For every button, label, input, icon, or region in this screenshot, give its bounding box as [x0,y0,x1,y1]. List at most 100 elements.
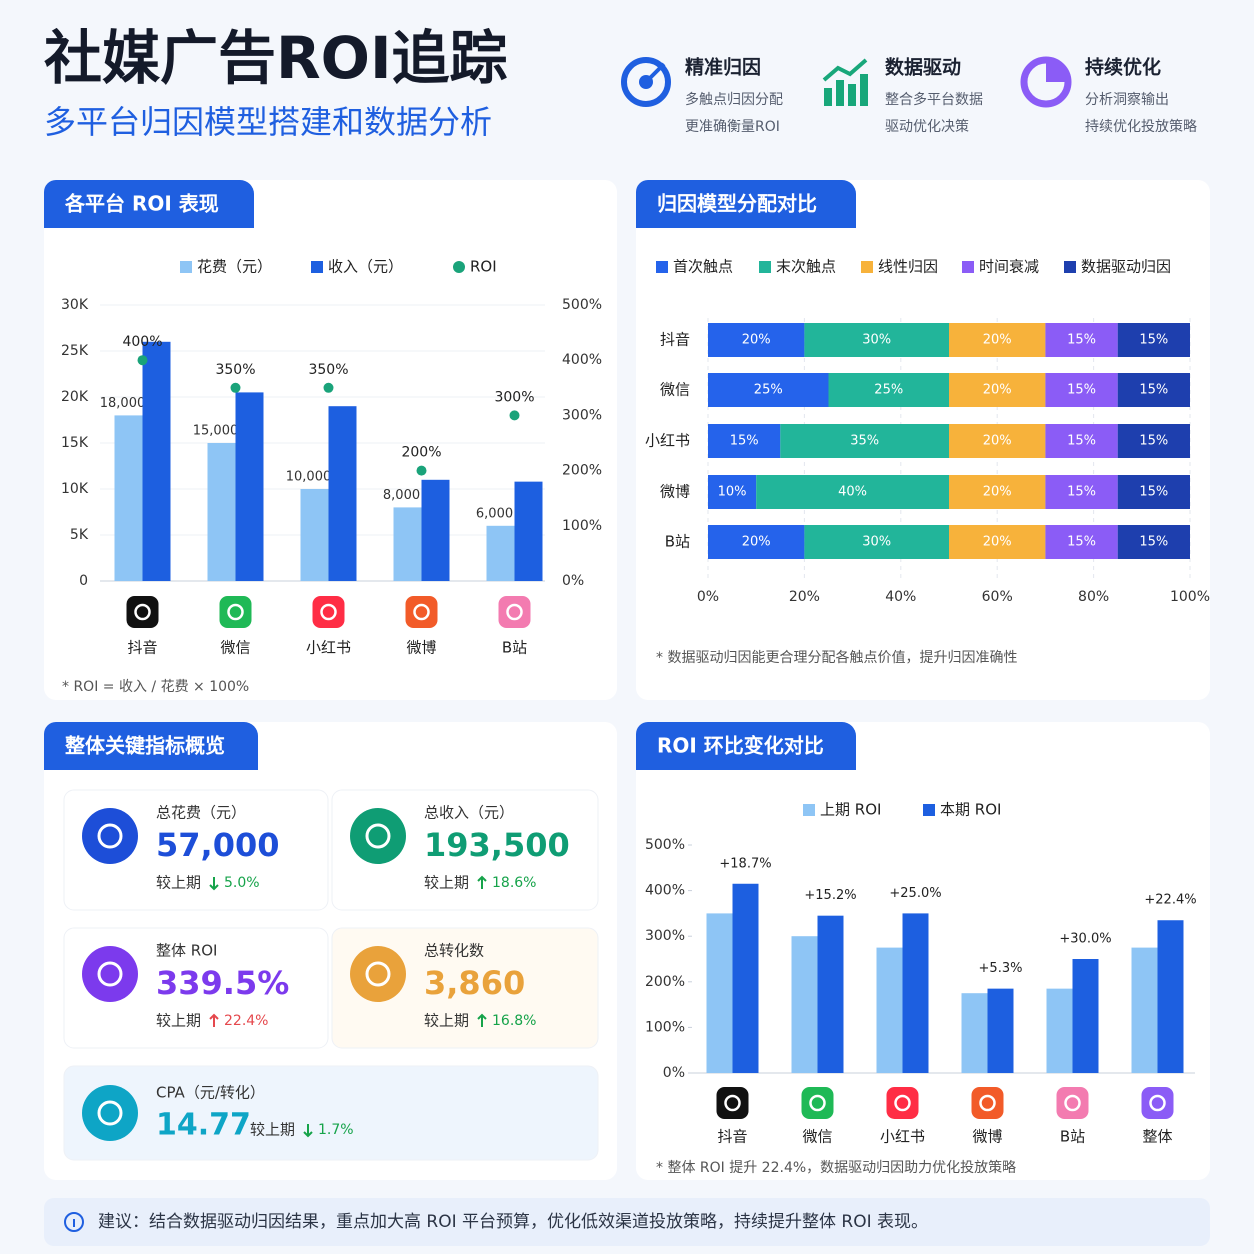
bar-segment [949,424,1046,458]
bar [1157,920,1184,1073]
bar [706,913,733,1073]
bar-segment [708,525,805,559]
kpi-icon [97,823,123,849]
bar-segment [1045,373,1118,407]
legend-swatch [656,261,668,273]
bar-segment [1117,424,1190,458]
bar [300,489,329,581]
change-label: +25.0% [889,886,941,901]
legend-swatch [1064,261,1076,273]
x-tick-label: 微博 [972,1128,1002,1146]
legend-swatch [311,261,323,273]
platform-icon [219,596,252,628]
trend-arrow [303,1124,313,1138]
y-tick-label: 25K [61,343,89,359]
platform-icon [716,1087,749,1119]
x-tick-label: 抖音 [127,639,157,657]
feature-text: 整合多平台数据 [885,91,983,108]
data-label: 15% [1067,485,1096,500]
x-tick-label: 微信 [802,1128,832,1146]
legend-swatch [180,261,192,273]
platform-icon [227,603,244,621]
page-title: 社媒广告ROI追踪 [44,24,508,92]
trend-arrow [477,1013,487,1027]
data-label: 15% [1139,383,1168,398]
data-label: 15% [1067,535,1096,550]
kpi-change: 1.7% [318,1122,354,1138]
data-label: 40% [838,485,867,500]
data-label: 15% [1067,333,1096,348]
data-label: 8,000 [383,488,420,503]
y-tick-label: 15K [61,435,89,451]
bar [207,443,236,581]
legend-label: 首次触点 [673,258,733,276]
bar [876,947,903,1073]
data-label: 20% [742,535,771,550]
data-label: 400% [122,334,162,350]
data-label: 350% [308,362,348,378]
chart-note: * ROI = 收入 / 花费 × 100% [62,679,249,695]
y-tick-label: 200% [645,974,685,990]
y-tick-label: 微信 [660,381,690,399]
bar-segment [780,424,949,458]
bar-segment [949,323,1046,357]
legend-swatch [803,804,815,816]
platform-icon [506,603,523,621]
panel-tab [44,180,254,228]
data-label: 15,000 [193,424,239,439]
chart-note: * 数据驱动归因能更合理分配各触点价值，提升归因准确性 [656,649,1017,666]
kpi-label: CPA（元/转化） [156,1084,265,1102]
kpi-label: 总花费（元） [156,804,246,822]
bar [732,883,759,1073]
platform-icon [724,1094,741,1112]
x-tick-label: 100% [1170,589,1210,605]
bar-segment [804,323,949,357]
x-tick-label: 微博 [406,639,436,657]
bar-segment [1117,525,1190,559]
bar [987,988,1014,1073]
bar-segment [1045,475,1118,509]
bar [961,993,988,1073]
platform-icon [320,603,337,621]
data-label: 10% [718,485,747,500]
y2-tick-label: 200% [562,463,602,479]
feature-text: 驱动优化决策 [885,118,969,135]
kpi-label: 整体 ROI [156,942,217,960]
data-label: 20% [983,383,1012,398]
kpi-value: 3,860 [424,964,525,1002]
kpi-change: 18.6% [492,875,536,891]
y-tick-label: 5K [70,527,89,543]
page-subtitle: 多平台归因模型搭建和数据分析 [44,103,492,141]
kpi-value: 339.5% [156,964,289,1002]
change-label: +22.4% [1144,893,1196,908]
bar [791,936,818,1073]
data-label: 15% [730,434,759,449]
data-label: 6,000 [476,506,513,521]
kpi-icon [350,808,406,864]
info-icon [64,1212,84,1232]
change-label: +18.7% [719,856,771,871]
panel-tab [636,180,856,228]
platform-icon [801,1087,834,1119]
kpi-icon [350,946,406,1002]
bar-segment [708,424,781,458]
data-label: 300% [494,389,534,405]
bar [1072,959,1099,1073]
platform-icon [134,603,151,621]
data-label: 10,000 [286,470,332,485]
x-tick-label: 40% [885,589,916,605]
data-label: 350% [215,362,255,378]
legend-swatch [759,261,771,273]
y-tick-label: 小红书 [645,432,690,450]
data-label: 30% [862,333,891,348]
y-tick-label: 400% [645,883,685,899]
y-tick-label: 0 [79,573,88,589]
data-label: 25% [754,383,783,398]
legend-label: 末次触点 [776,258,836,276]
panel-title: 归因模型分配对比 [657,192,817,216]
roi-point [509,410,520,421]
x-tick-label: B站 [502,639,527,657]
bar-segment [708,475,757,509]
platform-icon [979,1094,996,1112]
change-label: +15.2% [804,888,856,903]
